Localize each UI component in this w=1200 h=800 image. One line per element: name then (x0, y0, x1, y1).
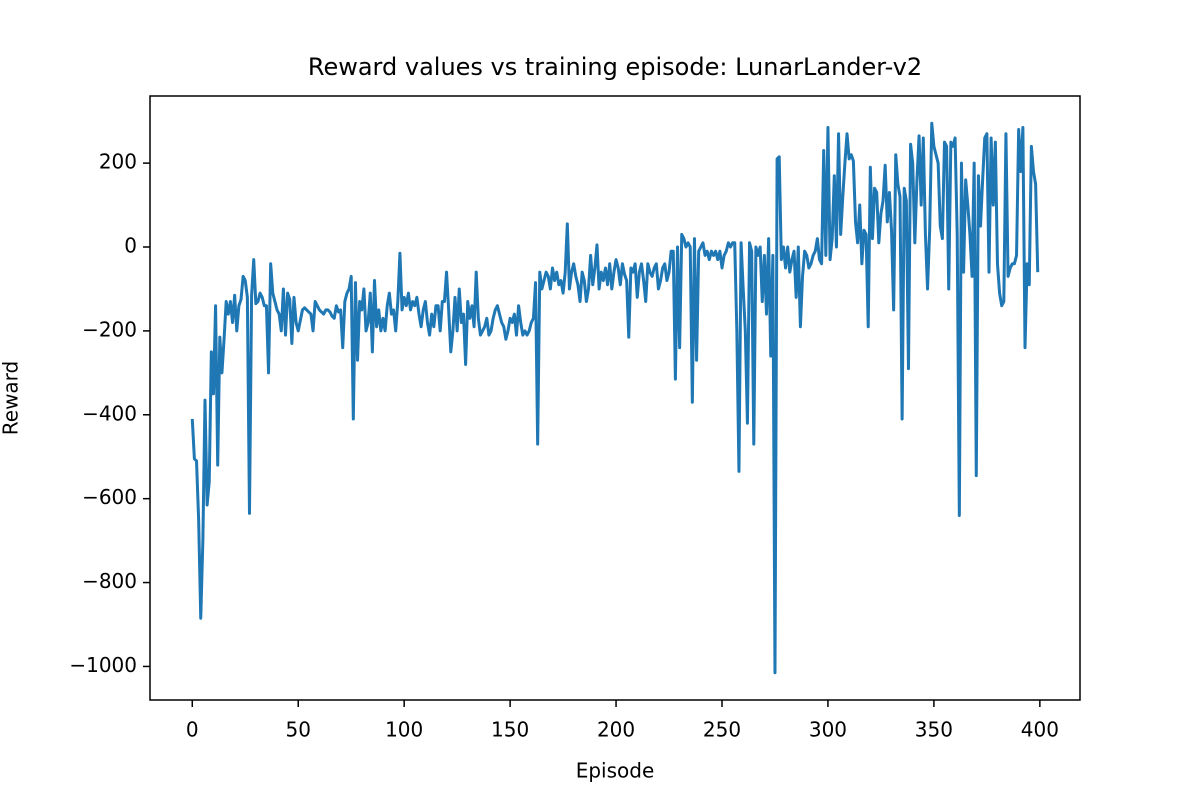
x-axis-label: Episode (576, 759, 655, 783)
x-tick-label: 300 (809, 718, 847, 742)
x-tick-label: 200 (597, 718, 635, 742)
x-tick-label: 350 (915, 718, 953, 742)
y-tick-label: −600 (82, 485, 137, 509)
y-axis-label: Reward (0, 361, 23, 435)
y-tick-label: −200 (82, 317, 137, 341)
chart-title: Reward values vs training episode: Lunar… (308, 53, 922, 81)
y-tick-label: 0 (124, 234, 137, 258)
plot-frame (149, 95, 1081, 701)
y-tick-label: 200 (99, 150, 137, 174)
y-tick-label: −1000 (69, 653, 137, 677)
x-tick-label: 0 (186, 718, 199, 742)
x-tick-label: 250 (703, 718, 741, 742)
y-tick-label: −400 (82, 401, 137, 425)
x-tick-label: 400 (1021, 718, 1059, 742)
y-tick-label: −800 (82, 569, 137, 593)
x-tick-label: 100 (385, 718, 423, 742)
x-tick-label: 50 (285, 718, 310, 742)
x-tick-label: 150 (491, 718, 529, 742)
reward-line (190, 121, 1040, 675)
